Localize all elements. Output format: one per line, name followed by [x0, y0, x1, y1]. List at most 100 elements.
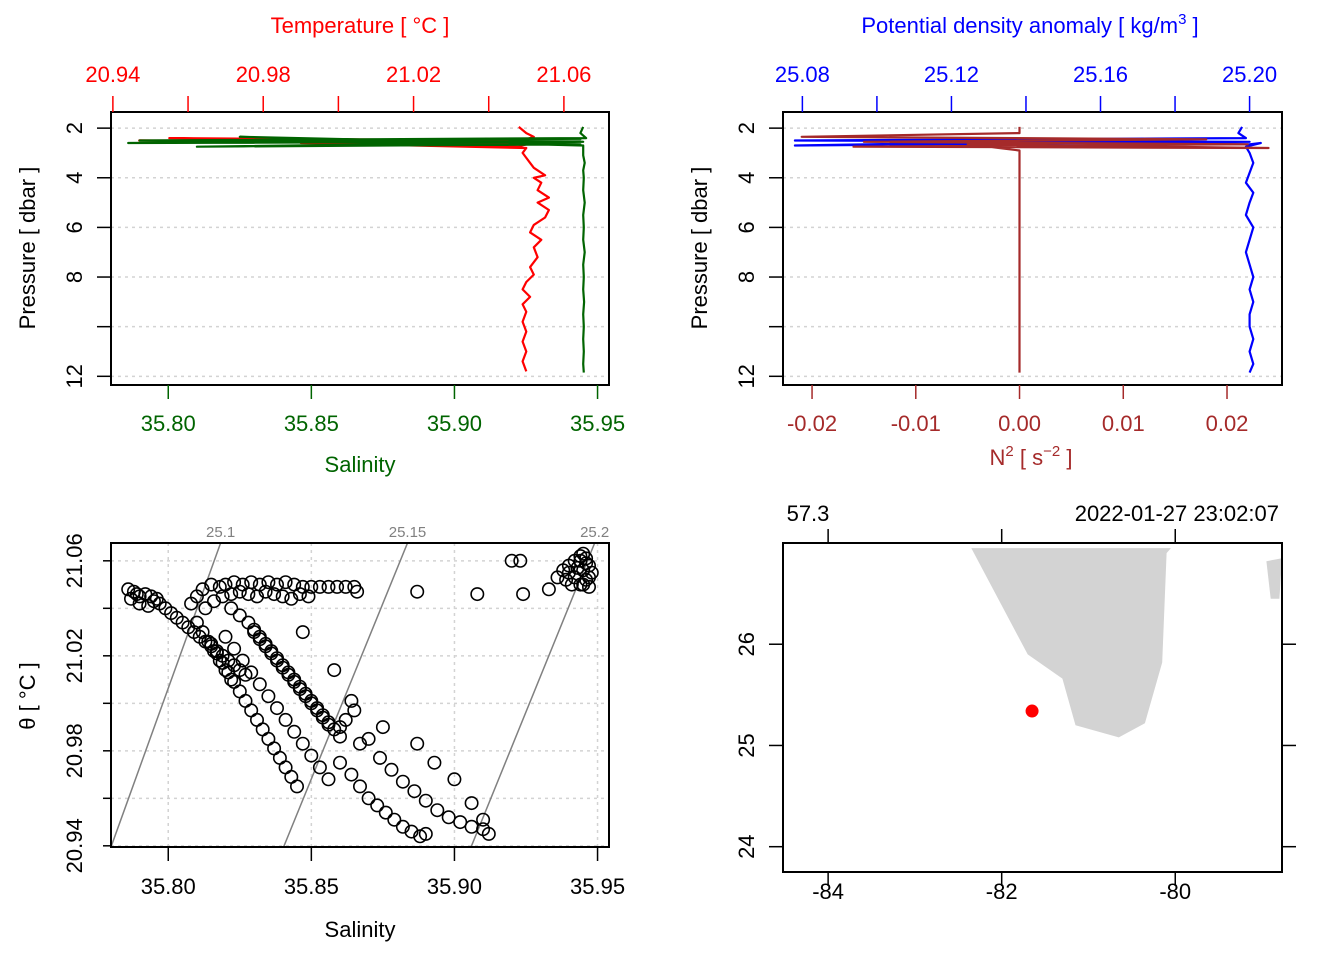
- series-line-n2: [800, 126, 1270, 373]
- longitude-tick-label: -80: [1159, 879, 1191, 904]
- temperature-tick-label: 21.06: [536, 62, 591, 87]
- latitude-tick-label: 25: [734, 733, 759, 757]
- pressure-tick-label: 8: [734, 271, 759, 283]
- ts-point: [292, 587, 307, 602]
- longitude-tick-label: -82: [986, 879, 1018, 904]
- ts-point: [559, 572, 574, 587]
- ts-point: [407, 784, 422, 799]
- map-title-right: 2022-01-27 23:02:07: [1075, 501, 1279, 526]
- ts-point: [269, 577, 284, 592]
- pressure-axis-title-2: Pressure [ dbar ]: [687, 167, 712, 330]
- ts-point: [470, 587, 485, 602]
- ts-point: [418, 793, 433, 808]
- ts-point: [418, 826, 433, 841]
- salinity-tick-label: 35.95: [570, 874, 625, 899]
- ts-point: [347, 703, 362, 718]
- n2-tick-label: -0.01: [891, 411, 941, 436]
- pressure-tick-label: 8: [62, 271, 87, 283]
- ts-point: [261, 689, 276, 704]
- ts-point: [238, 693, 253, 708]
- ts-point: [232, 684, 247, 699]
- ts-point: [224, 601, 239, 616]
- ts-point: [241, 587, 256, 602]
- ts-point: [404, 824, 419, 839]
- temperature-axis-title: Temperature [ °C ]: [271, 13, 450, 38]
- isopycnal-line: [282, 543, 409, 847]
- ts-point: [579, 556, 594, 571]
- ts-point: [516, 587, 531, 602]
- ts-point: [295, 625, 310, 640]
- ts-point: [227, 641, 242, 656]
- pressure-tick-label: 6: [62, 221, 87, 233]
- pressure-tick-label: 2: [62, 122, 87, 134]
- pressure-axis-title: Pressure [ dbar ]: [15, 167, 40, 330]
- plot-frame: [782, 111, 1283, 386]
- ts-point: [476, 812, 491, 827]
- series-line-temperature: [138, 126, 551, 372]
- theta-tick-label: 21.06: [62, 533, 87, 588]
- ts-point: [124, 591, 139, 606]
- ts-point: [215, 589, 230, 604]
- ts-point: [267, 741, 282, 756]
- ts-point: [352, 736, 367, 751]
- latitude-tick-label: 26: [734, 632, 759, 656]
- ts-point: [207, 594, 222, 609]
- salinity-tick-label: 35.85: [284, 411, 339, 436]
- pressure-tick-label: 4: [734, 172, 759, 184]
- land-polygon: [971, 548, 1171, 738]
- panel-station-map: -84 -82 -80 24 25 26 57.3 2022-01-27 23:02:07: [734, 501, 1296, 904]
- n2-tick-label: 0.02: [1206, 411, 1249, 436]
- density-tick-label: 25.20: [1222, 62, 1277, 87]
- isopycnal-label: 25.15: [389, 524, 427, 541]
- salinity-tick-label: 35.95: [570, 411, 625, 436]
- pressure-tick-label: 12: [734, 364, 759, 388]
- ts-point: [255, 722, 270, 737]
- ts-point: [287, 577, 302, 592]
- n2-axis-title: N2 [ s−2 ]: [990, 443, 1073, 470]
- ts-point: [378, 805, 393, 820]
- salinity-tick-label: 35.90: [427, 874, 482, 899]
- pressure-tick-label: 6: [734, 221, 759, 233]
- ts-point: [427, 755, 442, 770]
- ts-xlabel: Salinity: [325, 917, 396, 942]
- ts-point: [384, 762, 399, 777]
- ts-point: [272, 750, 287, 765]
- ts-point: [235, 577, 250, 592]
- ts-point: [275, 589, 290, 604]
- ts-point: [224, 672, 239, 687]
- ts-point: [267, 587, 282, 602]
- ts-point: [227, 575, 242, 590]
- ts-point: [235, 653, 250, 668]
- ts-point: [481, 826, 496, 841]
- density-tick-label: 25.08: [775, 62, 830, 87]
- ts-point: [332, 729, 347, 744]
- salinity-tick-label: 35.85: [284, 874, 339, 899]
- ts-point: [410, 584, 425, 599]
- n2-tick-label: 0.00: [998, 411, 1041, 436]
- ts-point: [338, 579, 353, 594]
- ts-point: [361, 791, 376, 806]
- plot-frame: [782, 542, 1283, 873]
- ts-point: [387, 812, 402, 827]
- salinity-tick-label: 35.80: [141, 874, 196, 899]
- ts-point: [198, 601, 213, 616]
- theta-tick-label: 20.94: [62, 818, 87, 873]
- density-tick-label: 25.12: [924, 62, 979, 87]
- isopycnal-line: [470, 543, 596, 847]
- ts-point: [304, 748, 319, 763]
- panel-ts-diagram: 25.1 25.15 25.2 35.80 35.85 35.90 35.95 20.94 2…: [15, 524, 625, 942]
- ts-point: [447, 772, 462, 787]
- ts-point: [395, 819, 410, 834]
- ts-point: [244, 703, 259, 718]
- longitude-tick-label: -84: [812, 879, 844, 904]
- pressure-tick-label: 4: [62, 172, 87, 184]
- ts-point: [289, 779, 304, 794]
- density-axis-title: Potential density anomaly [ kg/m3 ]: [861, 11, 1198, 38]
- ts-point: [321, 579, 336, 594]
- isopycnal-line: [111, 543, 222, 847]
- ts-point: [312, 579, 327, 594]
- panel-temperature-salinity-profile: Temperature [ °C ] 20.94 20.98 21.02 21.06 3…: [15, 13, 625, 477]
- ts-point: [244, 575, 259, 590]
- isopycnal-label: 25.1: [206, 524, 235, 541]
